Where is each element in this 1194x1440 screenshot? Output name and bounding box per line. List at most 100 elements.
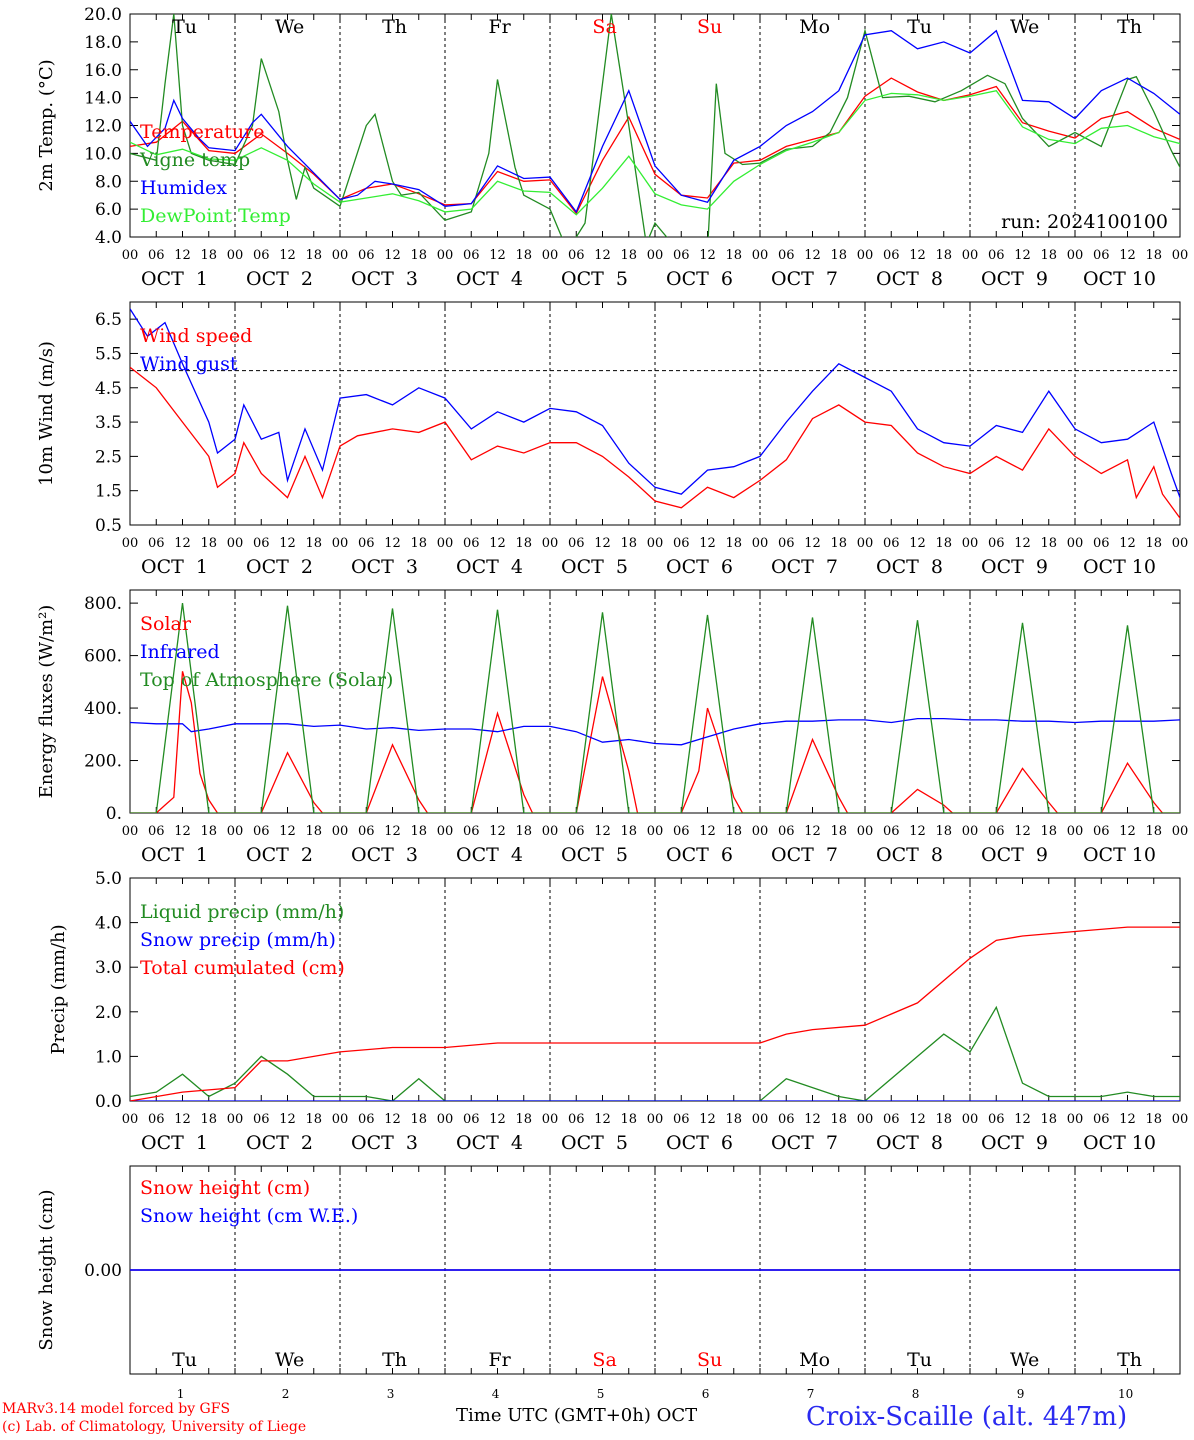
hour-label: 06	[673, 536, 690, 551]
hour-label: 06	[148, 824, 165, 839]
hour-label: 06	[988, 248, 1005, 263]
hour-label: 18	[515, 824, 532, 839]
series-line-vigne-temp	[130, 14, 1180, 237]
legend-entry: Temperature	[140, 121, 264, 143]
date-label: OCT 5	[561, 1132, 628, 1154]
hour-label: 12	[909, 536, 926, 551]
model-line: MARv3.14 model forced by GFS	[2, 1401, 231, 1417]
date-label: OCT 2	[246, 268, 313, 290]
hour-label: 00	[752, 248, 769, 263]
hour-label: 06	[358, 536, 375, 551]
hour-label: 00	[1172, 1112, 1189, 1127]
weekday-label: Mo	[799, 1349, 830, 1371]
weekday-label: Su	[697, 1349, 722, 1371]
hour-label: 12	[279, 536, 296, 551]
hour-label: 12	[1014, 536, 1031, 551]
hour-label: 00	[1067, 824, 1084, 839]
hour-label: 18	[830, 1112, 847, 1127]
hour-label: 12	[804, 1112, 821, 1127]
hour-label: 00	[227, 248, 244, 263]
date-label: OCT 4	[456, 556, 523, 578]
hour-label: 00	[1172, 248, 1189, 263]
hour-label: 00	[857, 1112, 874, 1127]
hour-label: 00	[647, 1112, 664, 1127]
y-tick-label: 10.0	[84, 144, 122, 164]
legend-entry: Top of Atmosphere (Solar)	[140, 669, 393, 691]
date-label: OCT 9	[981, 268, 1048, 290]
day-number-label: 2	[282, 1387, 290, 1401]
legend-entry: Solar	[140, 613, 192, 635]
weekday-label: We	[275, 1349, 304, 1371]
hour-label: 18	[305, 1112, 322, 1127]
y-tick-label: 600.	[84, 647, 122, 667]
hour-label: 12	[909, 248, 926, 263]
hour-label: 18	[515, 1112, 532, 1127]
weekday-label: Th	[1117, 16, 1142, 38]
y-axis-label: 2m Temp. (°C)	[36, 59, 57, 191]
hour-label: 06	[463, 1112, 480, 1127]
hour-label: 18	[725, 1112, 742, 1127]
hour-label: 00	[227, 1112, 244, 1127]
series-line-dewpoint-temp	[130, 89, 1180, 216]
hour-label: 12	[174, 536, 191, 551]
hour-label: 00	[542, 1112, 559, 1127]
y-tick-label: 20.0	[84, 5, 122, 25]
hour-label: 06	[778, 248, 795, 263]
hour-label: 18	[410, 824, 427, 839]
hour-label: 06	[988, 536, 1005, 551]
hour-label: 18	[1145, 248, 1162, 263]
date-label: OCT 6	[666, 268, 733, 290]
weekday-label: Sa	[592, 16, 616, 38]
hour-label: 12	[174, 248, 191, 263]
hour-label: 06	[253, 1112, 270, 1127]
hour-label: 12	[1119, 824, 1136, 839]
y-tick-label: 400.	[84, 699, 122, 719]
hour-label: 00	[437, 536, 454, 551]
hour-label: 18	[620, 248, 637, 263]
hour-label: 18	[830, 536, 847, 551]
y-tick-label: 4.0	[95, 914, 122, 934]
hour-label: 06	[568, 824, 585, 839]
hour-label: 06	[358, 824, 375, 839]
date-label: OCT 5	[561, 844, 628, 866]
hour-label: 06	[1093, 536, 1110, 551]
hour-label: 12	[699, 536, 716, 551]
hour-label: 12	[279, 824, 296, 839]
legend-entry: Wind gust	[140, 353, 238, 375]
hour-label: 18	[410, 248, 427, 263]
y-tick-label: 0.0	[95, 1092, 122, 1112]
hour-label: 00	[122, 824, 139, 839]
hour-label: 12	[909, 1112, 926, 1127]
hour-label: 12	[699, 1112, 716, 1127]
legend-entry: Snow precip (mm/h)	[140, 929, 336, 951]
date-label: OCT 3	[351, 844, 418, 866]
y-tick-label: 4.0	[95, 228, 122, 248]
hour-label: 12	[174, 824, 191, 839]
series-line-wind-speed	[130, 366, 1180, 520]
hour-label: 18	[935, 1112, 952, 1127]
date-label: OCT 3	[351, 268, 418, 290]
y-tick-label: 12.0	[84, 117, 122, 137]
hour-label: 00	[332, 1112, 349, 1127]
hour-label: 12	[699, 824, 716, 839]
date-label: OCT 6	[666, 844, 733, 866]
hour-label: 00	[857, 824, 874, 839]
hour-label: 00	[647, 248, 664, 263]
date-label: OCT 2	[246, 556, 313, 578]
date-label: OCT 8	[876, 268, 943, 290]
y-tick-label: 5.0	[95, 869, 122, 889]
date-label: OCT 2	[246, 844, 313, 866]
day-number-label: 9	[1017, 1387, 1025, 1401]
hour-label: 00	[1067, 536, 1084, 551]
hour-label: 00	[962, 1112, 979, 1127]
hour-label: 06	[358, 1112, 375, 1127]
date-label: OCT 7	[771, 556, 838, 578]
hour-label: 12	[594, 248, 611, 263]
hour-label: 18	[1145, 536, 1162, 551]
hour-label: 18	[620, 536, 637, 551]
hour-label: 12	[384, 1112, 401, 1127]
legend-entry: Liquid precip (mm/h)	[140, 901, 344, 923]
hour-label: 18	[410, 1112, 427, 1127]
